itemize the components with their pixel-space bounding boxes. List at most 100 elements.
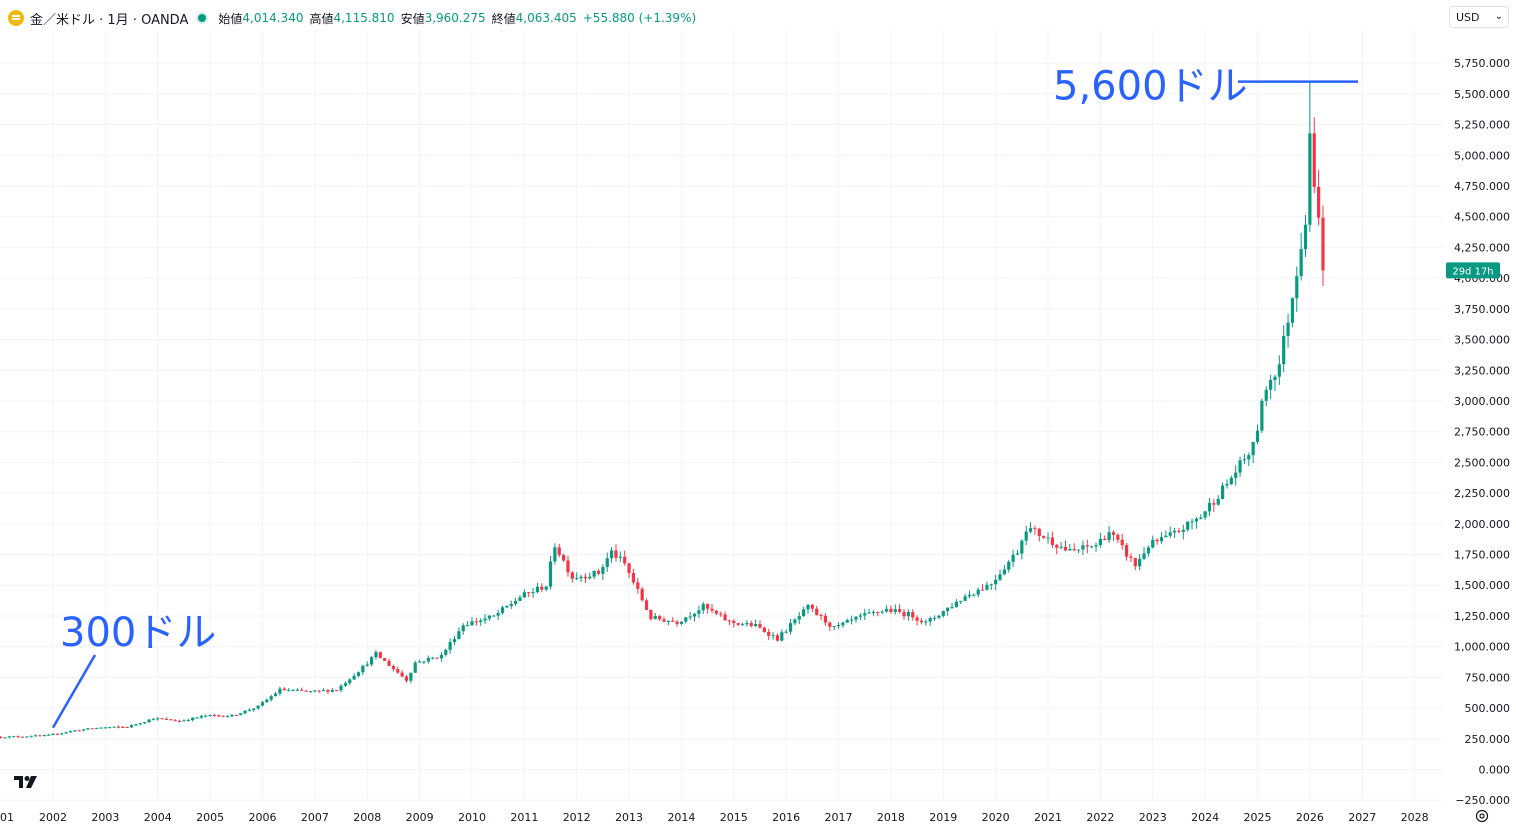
candle-body	[1234, 472, 1238, 478]
y-tick-label: 500.000	[1465, 702, 1511, 715]
candle-body	[967, 594, 972, 597]
candle-body	[548, 561, 553, 587]
candle-body	[195, 717, 199, 719]
candle-body	[1090, 546, 1094, 548]
low-marker-line	[51, 654, 97, 729]
candle-body	[767, 631, 771, 636]
candle-body	[1111, 532, 1116, 535]
candle-body	[1299, 249, 1303, 277]
candle-body	[771, 635, 775, 637]
candle-body	[417, 661, 422, 663]
candle-body	[893, 609, 897, 613]
candle-body	[823, 615, 828, 623]
candle-body	[287, 690, 291, 692]
candle-body	[662, 619, 666, 622]
x-tick-label: 2021	[1034, 811, 1062, 824]
candle-body	[758, 623, 762, 628]
y-tick-label: 3,750.000	[1454, 303, 1510, 316]
candle-body	[147, 719, 151, 723]
candle-body	[592, 570, 596, 577]
y-tick-label: 5,250.000	[1454, 119, 1510, 132]
candle-body	[1072, 549, 1076, 551]
candle-body	[858, 615, 862, 617]
candle-body	[90, 728, 94, 730]
candle-body	[125, 727, 129, 729]
candle-body	[1216, 498, 1220, 505]
candle-body	[727, 620, 732, 622]
candle-body	[1317, 186, 1321, 218]
candle-body	[1264, 389, 1268, 401]
candle-body	[998, 574, 1002, 580]
x-tick-label: 2017	[825, 811, 853, 824]
candle-body	[1225, 484, 1229, 486]
candle-body	[1050, 537, 1054, 545]
candle-body	[160, 718, 164, 720]
open-label: 始値	[218, 11, 243, 26]
candle-body	[963, 596, 967, 601]
candle-body	[208, 714, 212, 716]
currency-selector[interactable]: USD ⌄	[1449, 6, 1509, 28]
time-axis[interactable]: 01 2002 2003 2004 2005 2006 2007 2008 2009 2010 20…	[0, 811, 1429, 824]
candle-body	[470, 621, 474, 626]
candle-body	[121, 726, 125, 728]
candle-body	[1168, 532, 1172, 536]
candle-body	[937, 615, 941, 618]
x-tick-label: 2009	[406, 811, 434, 824]
candle-body	[575, 578, 579, 580]
candle-body	[714, 610, 718, 614]
candle-body	[832, 626, 836, 628]
candle-body	[77, 730, 81, 732]
candle-body	[732, 620, 736, 624]
candle-body	[1295, 276, 1299, 299]
x-tick-label: 2011	[510, 811, 538, 824]
candle-body	[492, 615, 496, 617]
candle-body	[684, 617, 688, 622]
candle-body	[409, 672, 413, 681]
candle-body	[1177, 530, 1181, 532]
candle-body	[1282, 335, 1286, 365]
candle-body	[239, 713, 243, 716]
x-tick-label: 2006	[248, 811, 276, 824]
candle-body	[33, 735, 38, 737]
candle-body	[784, 631, 788, 633]
candle-body	[871, 611, 876, 613]
candle-body	[740, 624, 745, 626]
candle-body	[544, 586, 548, 590]
tradingview-logo[interactable]	[14, 776, 37, 788]
symbol-title[interactable]: 金／米ドル · 1月 · OANDA	[30, 12, 189, 28]
settings-icon[interactable]	[1474, 808, 1490, 824]
candle-body	[570, 572, 574, 579]
price-axis[interactable]: −250.000 0.000 250.000 500.000 750.000 1,000.…	[1446, 57, 1510, 807]
candle-body	[300, 689, 304, 691]
candle-body	[736, 623, 740, 625]
candle-body	[719, 613, 723, 615]
x-tick-label: 2002	[39, 811, 67, 824]
candle-body	[496, 613, 500, 616]
close-label: 終値	[491, 11, 516, 26]
y-tick-label: 2,250.000	[1454, 487, 1510, 500]
candle-body	[653, 616, 657, 620]
high-label: 高値	[309, 11, 334, 26]
candle-body	[854, 616, 858, 620]
candle-body	[815, 608, 819, 615]
y-tick-label: 4,750.000	[1454, 180, 1510, 193]
candle-body	[1312, 133, 1316, 187]
gold-coin-icon	[8, 10, 24, 26]
candle-body	[1220, 485, 1225, 499]
candle-body	[361, 665, 365, 673]
y-tick-label: 250.000	[1465, 733, 1511, 746]
candle-body	[688, 616, 692, 618]
candle-body	[954, 601, 958, 608]
candle-body	[365, 664, 369, 666]
candle-body	[273, 693, 278, 697]
candle-body	[55, 734, 59, 736]
high-value: 4,115.810	[333, 11, 395, 25]
candle-body	[64, 732, 68, 734]
candle-body	[1142, 553, 1146, 559]
candle-body	[1120, 539, 1124, 546]
y-tick-label: 0.000	[1479, 764, 1511, 777]
candle-body	[994, 579, 998, 585]
x-tick-label: 2008	[353, 811, 381, 824]
